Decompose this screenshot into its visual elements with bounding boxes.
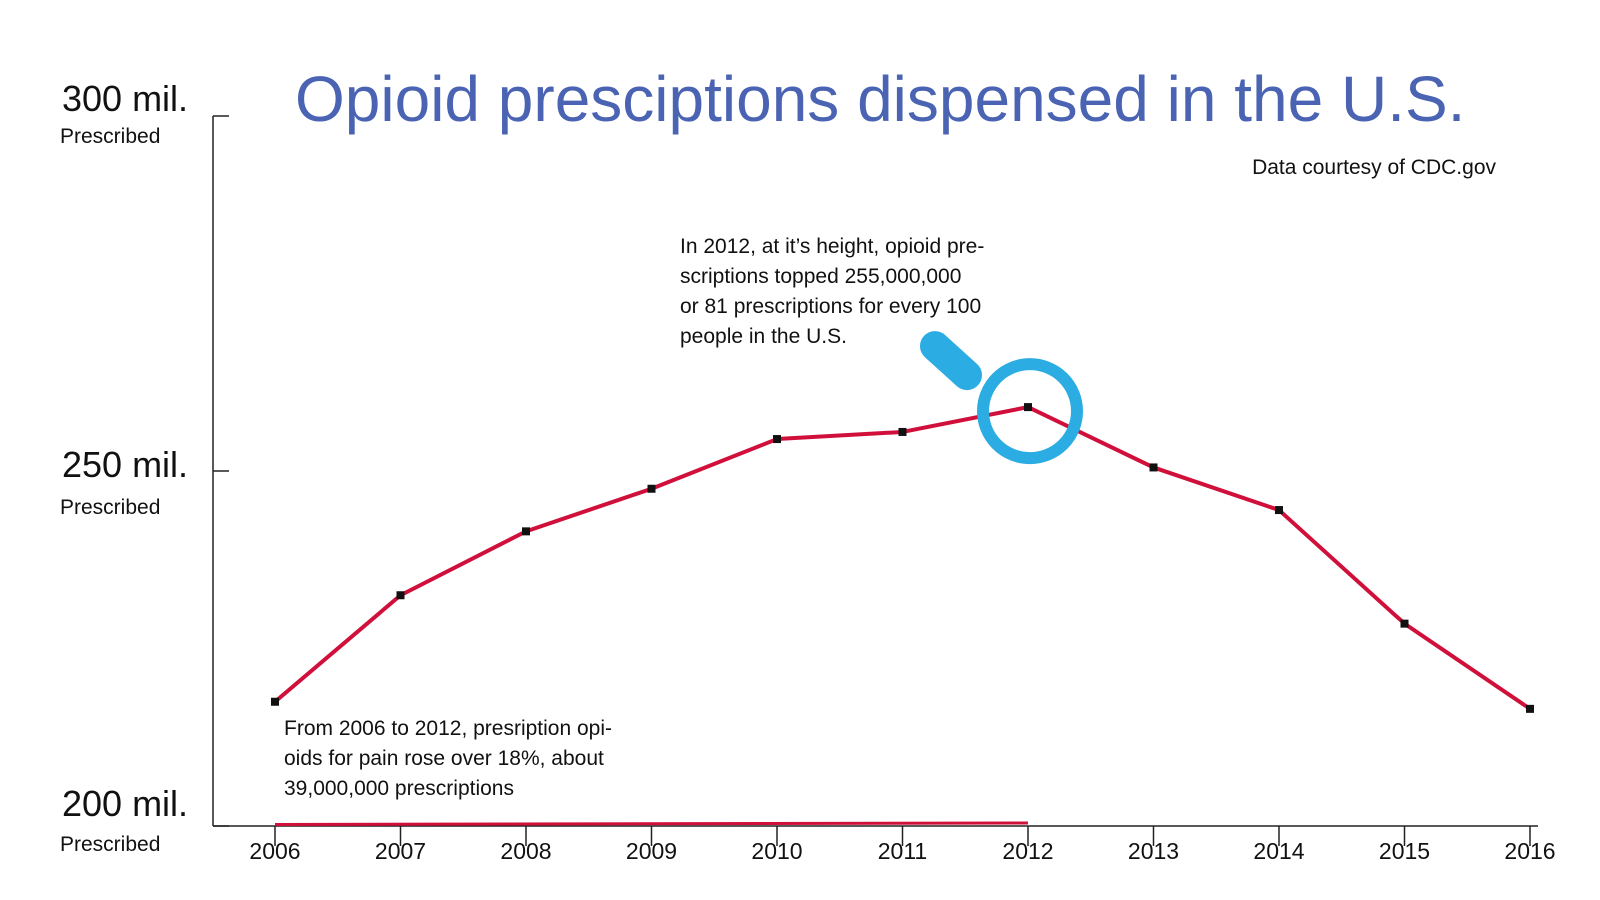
peak-annotation: In 2012, at it’s height, opioid pre- scr… (680, 232, 984, 352)
data-point (1526, 704, 1534, 713)
rise-annotation-line: oids for pain rose over 18%, about (284, 747, 604, 770)
data-point (1400, 619, 1409, 628)
peak-annotation-line: In 2012, at it’s height, opioid pre- (680, 235, 985, 258)
x-tick-label: 2007 (374, 838, 427, 864)
ytick-sublabel-200: Prescribed (60, 833, 161, 856)
ytick-sublabel-300: Prescribed (60, 125, 161, 148)
rise-annotation: From 2006 to 2012, presription opi- oids… (284, 714, 612, 804)
peak-annotation-line: scriptions topped 255,000,000 (680, 265, 962, 288)
data-point (396, 591, 405, 600)
data-point (773, 435, 781, 444)
ytick-label-250: 250 mil. (62, 444, 189, 485)
data-point (1275, 506, 1283, 515)
peak-annotation-line: or 81 prescriptions for every 100 (680, 295, 982, 318)
data-point (271, 697, 279, 706)
x-tick-label: 2013 (1127, 838, 1180, 864)
ytick-label-300: 300 mil. (62, 78, 189, 119)
axes (212, 115, 1538, 846)
data-point (1149, 463, 1158, 472)
ytick-sublabel-250: Prescribed (60, 496, 161, 519)
rise-annotation-line: 39,000,000 prescriptions (284, 777, 514, 800)
magnifier-icon (920, 331, 1083, 465)
rise-annotation-line: From 2006 to 2012, presription opi- (284, 717, 613, 740)
x-tick-label: 2014 (1253, 838, 1305, 864)
rise-range-bar (274, 821, 1029, 826)
x-tick-label: 2015 (1378, 838, 1431, 864)
x-tick-label: 2009 (625, 838, 678, 864)
data-point (1024, 403, 1032, 412)
peak-annotation-line: people in the U.S. (680, 325, 847, 348)
x-tick-label: 2008 (500, 838, 552, 864)
x-tick-label: 2012 (1002, 838, 1054, 864)
x-tick-label: 2016 (1504, 838, 1556, 864)
series-line-path (273, 405, 1532, 711)
data-point (647, 484, 656, 493)
magnifier-handle (920, 331, 982, 391)
chart-source: Data courtesy of CDC.gov (1252, 156, 1496, 179)
magnifier-ring (977, 358, 1083, 465)
x-tick-label: 2006 (249, 838, 301, 864)
series-line (273, 405, 1532, 711)
chart-title: Opioid presciptions dispensed in the U.S… (295, 63, 1466, 135)
data-point (522, 527, 530, 536)
ytick-label-200: 200 mil. (62, 783, 189, 824)
data-point (898, 427, 907, 436)
x-tick-label: 2011 (877, 838, 928, 864)
x-tick-label: 2010 (751, 838, 803, 864)
data-markers (271, 403, 1534, 713)
